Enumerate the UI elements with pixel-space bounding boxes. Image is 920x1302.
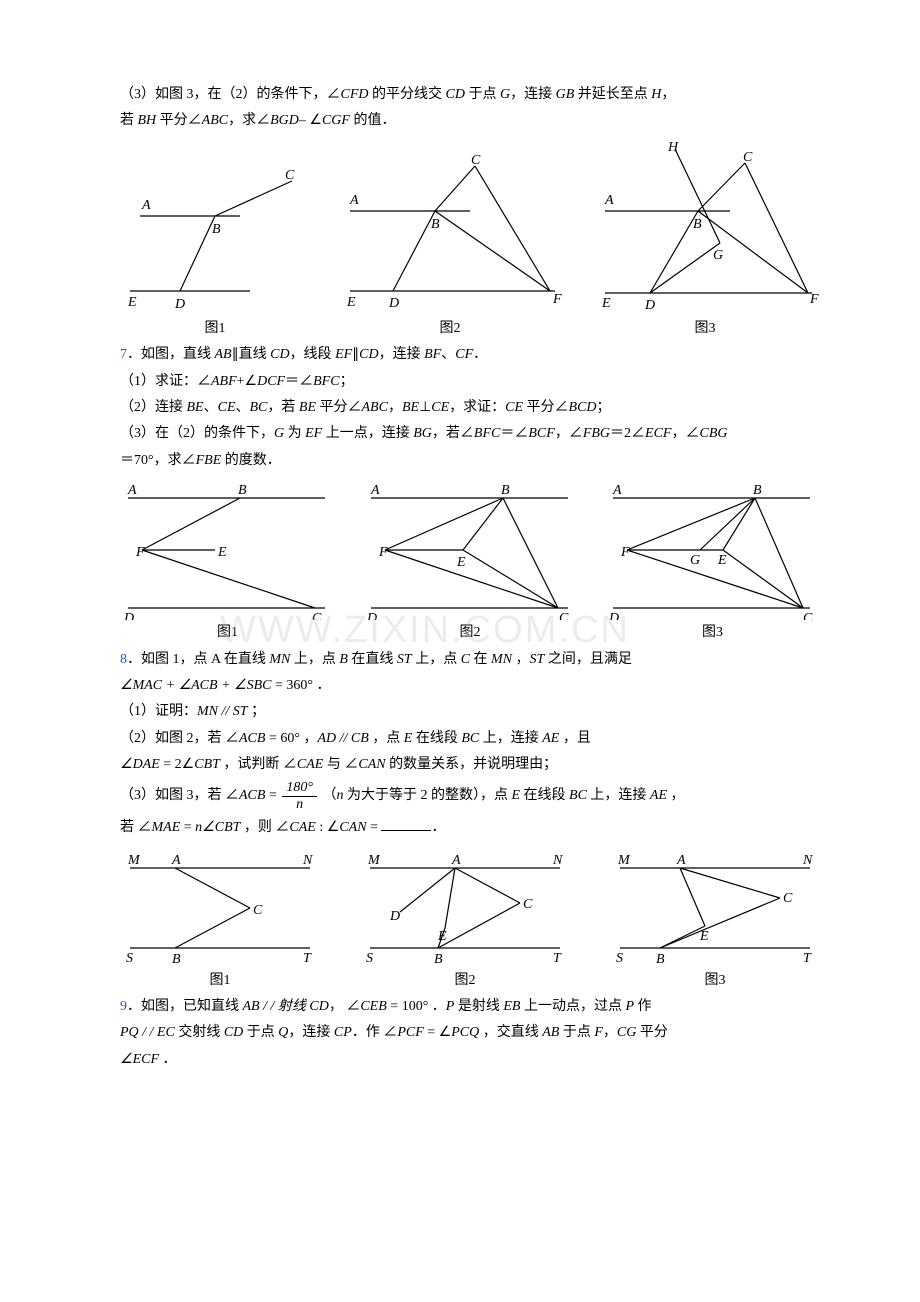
q8-fig1: M A N C S B T: [120, 848, 320, 968]
svg-text:D: D: [174, 297, 185, 312]
svg-text:H: H: [667, 141, 679, 155]
q7-p3-line1: （3）在（2）的条件下，G 为 EF 上一点，连接 BG，若∠BFC＝∠BCF，…: [120, 423, 820, 445]
blank-answer: [381, 816, 431, 831]
q8-p3-line1: （3）如图 3，若 ∠ACB = 180°n （n 为大于等于 2 的整数），点…: [120, 780, 820, 812]
svg-text:F: F: [552, 292, 562, 307]
svg-text:A: A: [127, 483, 137, 498]
svg-text:D: D: [388, 296, 399, 311]
svg-text:T: T: [303, 951, 312, 966]
q6-fig3: A C H B G E D F: [590, 141, 820, 316]
svg-text:C: C: [471, 153, 481, 168]
svg-text:C: C: [743, 150, 753, 165]
q7-p1: （1）求证：∠ABF+∠DCF＝∠BFC；: [120, 371, 820, 393]
svg-text:C: C: [285, 168, 295, 183]
svg-text:B: B: [693, 217, 702, 232]
svg-text:T: T: [803, 951, 812, 966]
q9-intro-line1: 9．如图，已知直线 AB / / 射线 CD， ∠CEB = 100° ．P 是…: [120, 996, 820, 1018]
svg-text:F: F: [135, 545, 145, 560]
svg-text:C: C: [253, 903, 263, 918]
svg-text:A: A: [141, 198, 151, 213]
svg-text:N: N: [802, 853, 813, 868]
q6-part3-line1: （3）如图 3，在（2）的条件下，∠CFD 的平分线交 CD 于点 G，连接 G…: [120, 84, 820, 106]
svg-text:F: F: [620, 545, 630, 560]
svg-text:E: E: [456, 555, 466, 570]
svg-text:F: F: [378, 545, 388, 560]
svg-text:C: C: [523, 897, 533, 912]
q6-part3-line2: 若 BH 平分∠ABC，求∠BGD– ∠CGF 的值．: [120, 110, 820, 132]
svg-text:B: B: [172, 952, 181, 967]
svg-text:B: B: [501, 483, 510, 498]
svg-text:S: S: [616, 951, 623, 966]
q8-p2-line1: （2）如图 2，若 ∠ACB = 60° ，AD // CB ，点 E 在线段 …: [120, 728, 820, 750]
svg-text:B: B: [431, 217, 440, 232]
q7-fig3: A B F G E D C: [605, 480, 820, 620]
svg-text:B: B: [753, 483, 762, 498]
q6-figures: A C B E D 图1 A C B E D F 图2: [120, 141, 820, 340]
svg-text:C: C: [783, 891, 793, 906]
svg-text:S: S: [366, 951, 373, 966]
svg-text:C: C: [312, 611, 322, 620]
svg-text:B: B: [212, 222, 221, 237]
svg-text:T: T: [553, 951, 562, 966]
svg-text:S: S: [126, 951, 133, 966]
q7-p2: （2）连接 BE、CE、BC，若 BE 平分∠ABC，BE⊥CE，求证：CE 平…: [120, 397, 820, 419]
svg-text:D: D: [366, 611, 377, 620]
q7-p3-line2: ＝70°，求∠FBE 的度数．: [120, 450, 820, 472]
svg-text:E: E: [437, 929, 447, 944]
svg-text:E: E: [346, 295, 356, 310]
svg-text:B: B: [238, 483, 247, 498]
q8-intro: 8．如图 1，点 A 在直线 MN 上，点 B 在直线 ST 上，点 C 在 M…: [120, 649, 820, 671]
svg-text:A: A: [612, 483, 622, 498]
q8-p1: （1）证明：MN // ST ；: [120, 701, 820, 723]
q8-figures: M A N C S B T 图1 M A N C D E: [120, 848, 820, 992]
q7-fig2: A B F E D C: [363, 480, 578, 620]
q7-figures: A B F E D C 图1 A B F E D C: [120, 480, 820, 644]
svg-text:C: C: [803, 611, 813, 620]
svg-text:G: G: [690, 553, 700, 568]
svg-text:G: G: [713, 248, 723, 263]
svg-text:M: M: [617, 853, 631, 868]
svg-text:D: D: [123, 611, 134, 620]
q8-fig3: M A N C E S B T: [610, 848, 820, 968]
svg-text:A: A: [171, 853, 181, 868]
q7-intro: 7．如图，直线 AB∥直线 CD，线段 EF∥CD，连接 BF、CF．: [120, 344, 820, 366]
svg-text:F: F: [809, 292, 819, 307]
svg-text:M: M: [127, 853, 141, 868]
svg-text:B: B: [656, 952, 665, 967]
q8-fig2: M A N C D E S B T: [360, 848, 570, 968]
svg-text:N: N: [302, 853, 313, 868]
q9-intro-line3: ∠ECF ．: [120, 1049, 820, 1071]
svg-text:M: M: [367, 853, 381, 868]
q8-p3-line2: 若 ∠MAE = n∠CBT ，则 ∠CAE : ∠CAN = ．: [120, 816, 820, 839]
svg-text:E: E: [699, 929, 709, 944]
q8-p2-line2: ∠DAE = 2∠CBT ，试判断 ∠CAE 与 ∠CAN 的数量关系，并说明理…: [120, 754, 820, 776]
svg-text:A: A: [676, 853, 686, 868]
svg-text:E: E: [717, 553, 727, 568]
q6-fig2: A C B E D F: [335, 151, 565, 316]
q6-fig1: A C B E D: [120, 161, 310, 316]
svg-text:E: E: [601, 296, 611, 311]
svg-text:A: A: [349, 193, 359, 208]
svg-text:D: D: [608, 611, 619, 620]
q8-eq: ∠MAC + ∠ACB + ∠SBC = 360° ．: [120, 675, 820, 697]
svg-text:E: E: [217, 545, 227, 560]
svg-text:A: A: [604, 193, 614, 208]
q9-intro-line2: PQ / / EC 交射线 CD 于点 Q，连接 CP．作 ∠PCF = ∠PC…: [120, 1022, 820, 1044]
svg-text:N: N: [552, 853, 563, 868]
svg-text:A: A: [451, 853, 461, 868]
svg-text:D: D: [644, 298, 655, 313]
q7-fig1: A B F E D C: [120, 480, 335, 620]
svg-text:E: E: [127, 295, 137, 310]
svg-text:B: B: [434, 952, 443, 967]
svg-text:D: D: [389, 909, 400, 924]
svg-text:A: A: [370, 483, 380, 498]
svg-text:C: C: [559, 611, 569, 620]
